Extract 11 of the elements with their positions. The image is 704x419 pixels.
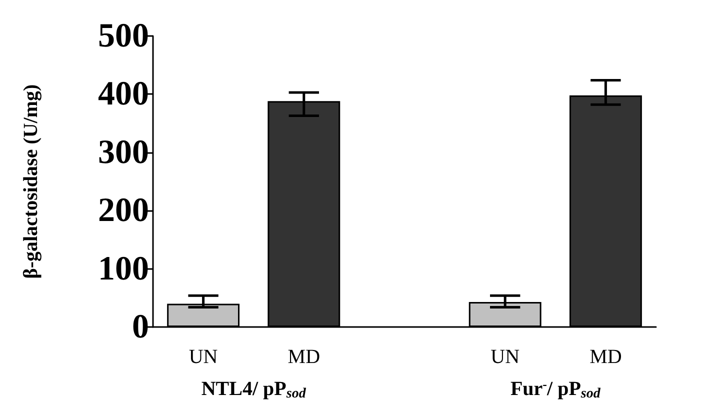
y-tick-label: 100 — [98, 250, 149, 288]
x-tick-label: MD — [288, 346, 320, 368]
y-axis-title: β-galactosidase (U/mg) — [20, 84, 42, 279]
y-tick-label: 0 — [132, 308, 149, 346]
y-tick-label: 400 — [98, 76, 149, 113]
x-tick-label: MD — [590, 346, 622, 368]
x-tick-label: UN — [490, 346, 520, 368]
y-tick-label: 200 — [98, 192, 149, 230]
x-tick-label: UN — [188, 346, 218, 368]
y-tick-label: 300 — [98, 134, 149, 171]
y-tick-label: 500 — [98, 18, 149, 54]
